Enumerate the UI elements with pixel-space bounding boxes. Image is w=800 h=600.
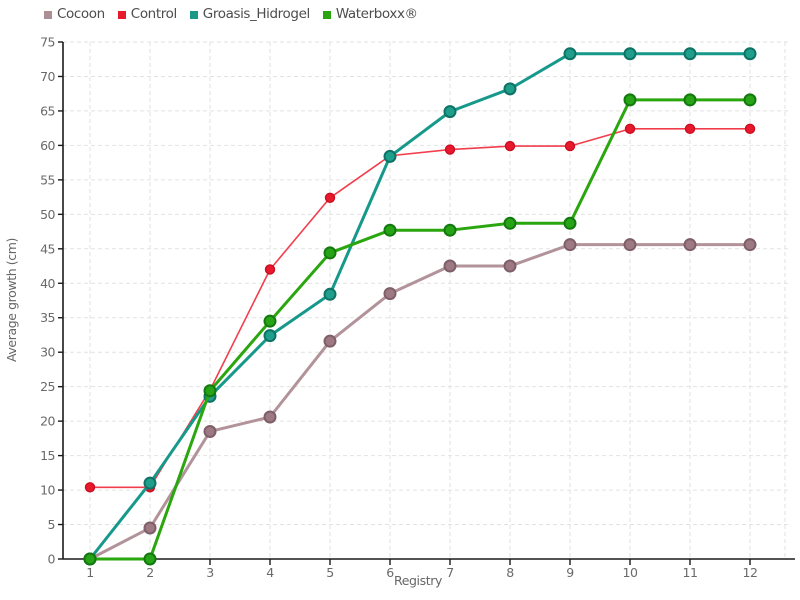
data-point[interactable] [83,552,97,566]
data-point[interactable] [623,238,637,252]
series-line [88,98,752,561]
legend-item-Cocoon[interactable]: Cocoon [44,6,105,22]
data-point[interactable] [564,140,576,152]
x-tick-label: 11 [683,565,698,580]
data-point[interactable] [443,105,457,119]
data-point[interactable] [503,82,517,96]
series-line [88,52,752,561]
data-point[interactable] [563,216,577,230]
data-point[interactable] [504,140,516,152]
data-point[interactable] [743,238,757,252]
legend: Cocoon Control Groasis_Hidrogel Waterboxx® [44,6,418,22]
legend-item-Waterboxx®[interactable]: Waterboxx® [322,6,418,22]
data-point[interactable] [143,552,157,566]
legend-label: Control [130,6,177,22]
y-tick-label: 0 [48,552,56,567]
x-tick-label: 6 [386,565,394,580]
data-point[interactable] [323,287,337,301]
data-point[interactable] [623,93,637,107]
series-layer [83,47,757,566]
data-point[interactable] [683,238,697,252]
x-tick-label: 4 [266,565,274,580]
data-point[interactable] [263,410,277,424]
series-Groasis_Hidrogel [83,47,757,566]
data-point[interactable] [683,47,697,61]
x-tick-label: 2 [146,565,153,580]
legend-label: Waterboxx® [335,6,418,22]
series-line [89,128,751,489]
data-point[interactable] [383,149,397,163]
y-tick-label: 75 [40,35,55,50]
data-point[interactable] [143,476,157,490]
data-point[interactable] [563,47,577,61]
legend-marker-icon [189,10,198,19]
data-point[interactable] [743,47,757,61]
y-tick-label: 60 [40,138,55,153]
data-point[interactable] [743,93,757,107]
y-tick-label: 35 [40,310,55,325]
data-point[interactable] [503,259,517,273]
data-point[interactable] [684,123,696,135]
x-tick-label: 7 [446,565,453,580]
data-point[interactable] [563,238,577,252]
data-point[interactable] [324,192,336,203]
x-tick-label: 3 [206,565,213,580]
y-tick-label: 50 [40,207,55,222]
legend-marker-icon [44,10,52,19]
data-point[interactable] [623,47,637,61]
data-point[interactable] [203,424,217,438]
series-line [88,243,752,561]
y-tick-label: 15 [40,448,55,463]
gridlines [63,41,788,559]
y-tick-label: 65 [40,103,55,118]
data-point[interactable] [683,93,697,107]
legend-marker-icon [322,10,331,19]
y-tick-label: 45 [40,241,55,256]
legend-marker-icon [117,10,126,19]
data-point[interactable] [84,482,96,493]
y-axis-title: Average growth (cm) [4,238,19,362]
data-point[interactable] [383,287,397,301]
data-point[interactable] [263,329,277,343]
y-tick-label: 10 [40,483,55,498]
data-point[interactable] [443,259,457,273]
data-point[interactable] [203,384,217,398]
data-point[interactable] [503,216,517,230]
x-axis-title: Registry [394,573,443,588]
series-Waterboxx® [83,93,757,566]
data-point[interactable] [383,223,397,237]
y-tick-label: 30 [40,345,55,360]
x-tick-label: 1 [86,565,93,580]
legend-item-Control[interactable]: Control [117,6,177,22]
x-tick-label: 9 [566,565,574,580]
data-point[interactable] [444,144,456,155]
legend-label: Groasis_Hidrogel [202,6,310,22]
data-point[interactable] [624,123,636,135]
legend-item-Groasis_Hidrogel[interactable]: Groasis_Hidrogel [189,6,310,22]
series-Cocoon [83,238,757,566]
data-point[interactable] [263,314,277,328]
data-point[interactable] [143,521,157,535]
x-tick-label: 8 [506,565,514,580]
y-tick-label: 25 [40,379,55,394]
y-tick-label: 55 [40,172,55,187]
y-tick-label: 20 [40,414,55,429]
data-point[interactable] [443,223,457,237]
data-point[interactable] [323,334,337,348]
y-tick-label: 70 [40,69,55,84]
y-tick-label: 5 [48,517,55,532]
data-point[interactable] [264,264,276,275]
y-tick-label: 40 [40,276,55,291]
legend-label: Cocoon [57,6,105,22]
data-point[interactable] [744,123,756,135]
x-tick-label: 12 [743,565,758,580]
x-tick-label: 10 [623,565,638,580]
data-point[interactable] [323,246,337,260]
x-tick-label: 5 [326,565,333,580]
